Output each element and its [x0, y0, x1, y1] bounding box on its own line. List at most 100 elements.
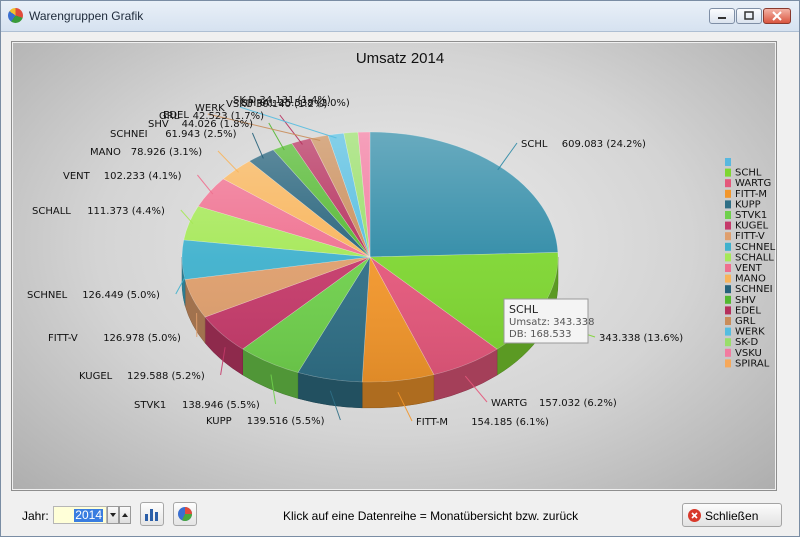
maximize-button[interactable]	[736, 8, 762, 24]
chart-tooltip: SCHL Umsatz: 343.338 DB: 168.533	[503, 298, 594, 344]
slice-label-overlap: SPIRAL 25.538 (1.0%)	[241, 98, 350, 109]
title-bar: Warengruppen Grafik	[1, 1, 799, 32]
legend-label[interactable]: MANO	[735, 274, 766, 285]
leader-line-kupp	[397, 391, 413, 422]
tooltip-db: DB: 168.533	[509, 329, 571, 340]
legend-swatch[interactable]	[725, 306, 731, 315]
leader-line-shv	[251, 132, 264, 159]
legend-label[interactable]: GRL	[735, 316, 756, 327]
legend-label[interactable]: SPIRAL	[735, 358, 770, 369]
leader-line-schnei	[217, 150, 239, 173]
slice-label-name: WARTG	[491, 398, 527, 409]
legend-swatch[interactable]	[725, 327, 731, 336]
year-value: 2014	[74, 508, 103, 522]
legend-swatch[interactable]	[725, 158, 731, 166]
pie-chart-icon	[178, 507, 192, 521]
slice-label-name: STVK1	[134, 400, 166, 411]
slice-label-overlap: VSKU 30.140 (1.2%)	[226, 99, 327, 110]
legend-swatch[interactable]	[725, 295, 731, 304]
legend-swatch[interactable]	[725, 274, 731, 283]
legend-label[interactable]: SK-D	[735, 337, 758, 348]
legend-label[interactable]: VENT	[735, 263, 763, 274]
slice-label-name: GRL	[159, 111, 180, 122]
leader-line-werk	[207, 113, 321, 142]
pie-slice-schl[interactable]	[369, 131, 559, 258]
legend-label[interactable]: SCHALL	[735, 252, 774, 263]
legend-label[interactable]: WERK	[735, 327, 765, 338]
year-input[interactable]: 2014	[53, 506, 107, 524]
slice-label-name: SCHNEL	[27, 290, 68, 301]
legend-swatch[interactable]	[725, 221, 731, 230]
legend-swatch[interactable]	[725, 242, 731, 251]
caret-up-icon	[122, 513, 128, 517]
legend-label[interactable]: FITT-M	[735, 189, 767, 200]
close-button[interactable]: Schließen	[682, 503, 782, 527]
legend-swatch[interactable]	[725, 285, 731, 294]
minimize-icon	[718, 17, 726, 19]
chart-title: Umsatz 2014	[356, 50, 444, 67]
slice-label-value: 102.233 (4.1%)	[104, 171, 182, 182]
leader-line-sk-d	[239, 106, 337, 139]
legend-label[interactable]: KUPP	[735, 199, 761, 210]
slice-label-value: 61.943 (2.5%)	[165, 129, 236, 140]
legend-swatch[interactable]	[725, 338, 731, 347]
legend-label[interactable]: FITT-V	[735, 231, 765, 242]
slice-label-value: 157.032 (6.2%)	[539, 398, 617, 409]
year-spin-up[interactable]	[119, 506, 131, 524]
slice-label-name: KUGEL	[79, 371, 113, 382]
legend-swatch[interactable]	[725, 253, 731, 262]
bar-chart-button[interactable]	[140, 502, 164, 526]
bar-chart-icon	[145, 509, 158, 521]
slice-label-value: 343.338 (13.6%)	[599, 333, 683, 344]
legend-swatch[interactable]	[725, 317, 731, 325]
caret-down-icon	[110, 513, 116, 517]
window-close-button[interactable]	[763, 8, 791, 24]
legend-swatch[interactable]	[725, 179, 731, 188]
leader-line-grl	[279, 114, 303, 145]
legend-label[interactable]: SCHL	[735, 168, 762, 179]
slice-label-name: KUPP	[206, 416, 232, 427]
chart-frame	[11, 41, 777, 491]
leader-line-stvk1	[329, 390, 341, 421]
minimize-button[interactable]	[709, 8, 735, 24]
legend-label[interactable]: STVK1	[735, 210, 767, 221]
leader-line-fitt-v	[220, 347, 226, 376]
legend-label[interactable]: WARTG	[735, 178, 771, 189]
slice-label-name: VENT	[63, 171, 91, 182]
year-spin-down[interactable]	[107, 506, 119, 524]
pie-chart-button[interactable]	[173, 502, 197, 526]
legend-label[interactable]: KUGEL	[735, 221, 769, 232]
leader-line-mano	[197, 174, 214, 195]
leader-line-fitt-m	[464, 375, 488, 403]
close-icon	[772, 11, 782, 21]
legend-label[interactable]: SCHNEI	[735, 284, 773, 295]
slice-label-name: FITT-M	[416, 417, 448, 428]
slice-label-value: 78.926 (3.1%)	[131, 147, 202, 158]
legend-swatch[interactable]	[725, 359, 731, 368]
slice-label-name: SHV	[148, 119, 169, 130]
slice-label-value: 154.185 (6.1%)	[471, 417, 549, 428]
legend-label[interactable]: SHV	[735, 295, 756, 306]
slice-label-value: 126.449 (5.0%)	[82, 290, 160, 301]
legend-label[interactable]: VSKU	[735, 348, 762, 359]
slice-label-name: EDEL	[163, 110, 189, 121]
legend-swatch[interactable]	[725, 348, 731, 357]
legend-label[interactable]: EDEL	[735, 305, 761, 316]
legend-swatch[interactable]	[725, 189, 731, 198]
leader-line-edel	[268, 122, 285, 151]
leader-line-schl	[497, 142, 518, 171]
legend-swatch[interactable]	[725, 232, 731, 241]
legend-swatch[interactable]	[725, 264, 731, 272]
slice-label-name: FITT-V	[48, 333, 78, 344]
window-title: Warengruppen Grafik	[29, 9, 144, 23]
close-circle-icon	[688, 509, 701, 522]
legend-swatch[interactable]	[725, 200, 731, 209]
legend-swatch[interactable]	[725, 168, 731, 177]
legend-label[interactable]: SCHNEL	[735, 242, 776, 253]
slice-label-value: 111.373 (4.4%)	[87, 206, 165, 217]
maximize-icon	[744, 11, 754, 20]
slice-label-value: 42.523 (1.7%)	[193, 111, 264, 122]
slice-label-value: 129.588 (5.2%)	[127, 371, 205, 382]
legend-swatch[interactable]	[725, 211, 731, 219]
